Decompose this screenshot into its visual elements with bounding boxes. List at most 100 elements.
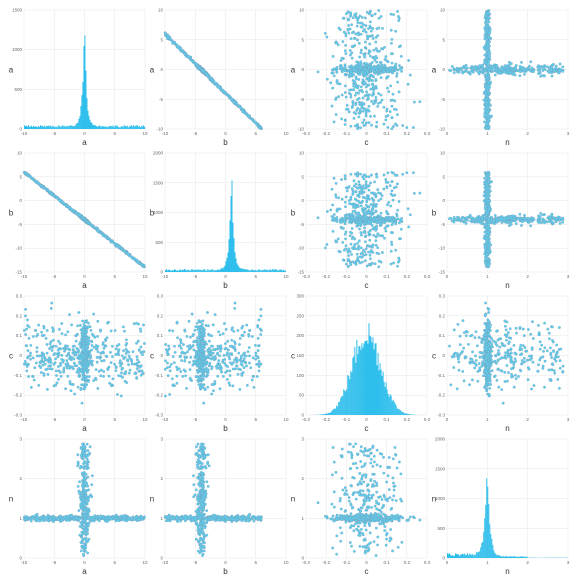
histogram-bar xyxy=(221,268,222,272)
scatter-point xyxy=(357,32,360,35)
scatter-point xyxy=(365,204,368,207)
scatter-point xyxy=(462,72,465,75)
histogram-bar xyxy=(129,126,130,129)
histogram-bar xyxy=(220,268,221,272)
scatter-point xyxy=(353,245,356,248)
histogram-bar xyxy=(255,270,256,272)
scatter-point xyxy=(31,375,34,378)
scatter-point xyxy=(391,216,394,219)
scatter-point xyxy=(357,204,360,207)
histogram-bar xyxy=(71,126,72,129)
scatter-point xyxy=(356,107,359,110)
scatter-point xyxy=(46,329,49,332)
scatter-point xyxy=(355,17,358,20)
histogram-bar xyxy=(189,271,190,272)
scatter-point xyxy=(479,221,482,224)
histogram-bar xyxy=(173,270,174,272)
scatter-point xyxy=(453,71,456,74)
scatter-point xyxy=(350,71,353,74)
scatter-point xyxy=(139,328,142,331)
scatter-point xyxy=(543,75,546,78)
histogram-bar xyxy=(275,269,276,272)
scatter-point xyxy=(343,67,346,70)
scatter-point xyxy=(361,105,364,108)
scatter-point xyxy=(125,352,128,355)
scatter-point xyxy=(185,55,188,58)
scatter-point xyxy=(474,65,477,68)
histogram-bar xyxy=(38,126,39,129)
x-tick-label: 2 xyxy=(526,131,529,136)
x-axis-label: a xyxy=(82,424,87,433)
scatter-point xyxy=(202,70,205,73)
scatter-point xyxy=(359,190,362,193)
scatter-point xyxy=(487,52,490,55)
scatter-point xyxy=(69,380,72,383)
x-tick-label: 1 xyxy=(486,131,489,136)
scatter-point xyxy=(384,227,387,230)
histogram-bar xyxy=(142,127,143,129)
scatter-point xyxy=(366,265,369,268)
scatter-point xyxy=(488,244,491,247)
scatter-point xyxy=(490,68,493,71)
scatter-point xyxy=(369,50,372,53)
scatter-point xyxy=(412,172,415,175)
scatter-point xyxy=(488,209,491,212)
histogram-bar xyxy=(82,82,83,129)
scatter-point xyxy=(393,100,396,103)
histogram-bar xyxy=(118,127,119,129)
scatter-point xyxy=(349,15,352,18)
scatter-point xyxy=(383,123,386,126)
scatter-point xyxy=(357,73,360,76)
scatter-point xyxy=(364,64,367,67)
scatter-point xyxy=(364,41,367,44)
scatter-point xyxy=(398,257,401,260)
scatter-point xyxy=(374,101,377,104)
scatter-point xyxy=(375,205,378,208)
x-tick-label: -5 xyxy=(52,274,56,279)
scatter-point xyxy=(487,181,490,184)
histogram-bar xyxy=(31,126,32,129)
histogram-bar xyxy=(231,196,232,272)
histogram-bar xyxy=(261,270,262,272)
histogram-bar xyxy=(279,270,280,272)
scatter-point xyxy=(359,15,362,18)
scatter-point xyxy=(360,234,363,237)
scatter-point xyxy=(406,126,409,128)
scatter-point xyxy=(370,249,373,252)
histogram-bar xyxy=(104,127,105,129)
scatter-point xyxy=(368,176,371,179)
scatter-point xyxy=(519,74,522,77)
scatter-point xyxy=(389,205,392,208)
scatter-point xyxy=(217,86,220,89)
scatter-point xyxy=(118,343,121,346)
scatter-point xyxy=(483,237,486,240)
scatter-point xyxy=(125,339,128,342)
scatter-point xyxy=(373,181,376,184)
scatter-point xyxy=(50,340,53,343)
y-tick-label: 10 xyxy=(440,8,446,13)
x-tick-label: -10 xyxy=(162,131,169,136)
scatter-point xyxy=(494,74,497,77)
scatter-point xyxy=(486,235,489,238)
histogram-bar xyxy=(135,126,136,129)
scatter-point xyxy=(78,311,81,314)
scatter-point xyxy=(374,13,377,16)
scatter-point xyxy=(353,218,356,221)
y-axis-label: a xyxy=(150,66,155,75)
histogram-bar xyxy=(280,269,281,272)
scatter-point xyxy=(355,260,358,263)
scatter-point xyxy=(532,218,535,221)
scatter-point xyxy=(520,61,523,64)
histogram-bar xyxy=(108,127,109,129)
scatter-point xyxy=(331,215,334,218)
scatter-point xyxy=(379,224,382,227)
scatter-point xyxy=(506,64,509,67)
scatter-point xyxy=(377,73,380,76)
scatter-point xyxy=(365,31,368,34)
histogram-bar xyxy=(47,126,48,129)
x-axis-label: c xyxy=(365,281,369,290)
histogram-bar xyxy=(260,270,261,272)
scatter-point xyxy=(109,351,112,354)
scatter-point xyxy=(377,9,380,12)
